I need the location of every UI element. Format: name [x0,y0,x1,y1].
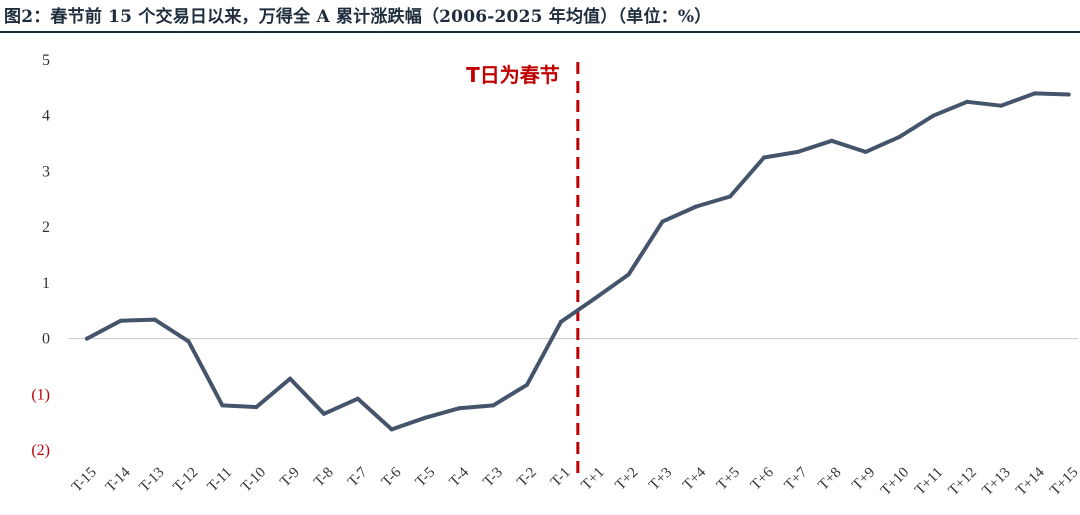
data-point [491,403,496,408]
x-tick-label: T+13 [979,465,1013,499]
data-point [863,149,868,154]
data-point [762,155,766,160]
chart-title: 图2：春节前 15 个交易日以来，万得全 A 累计涨跌幅（2006-2025 年… [4,7,712,27]
x-tick-label: T+9 [849,465,878,494]
x-tick-label: T-10 [238,465,269,496]
x-tick-label: T-15 [69,465,100,496]
x-tick-label: T+7 [782,464,811,493]
y-tick-label: 0 [42,331,50,348]
data-point [288,376,293,381]
x-tick-label: T+1 [578,465,607,494]
data-point [186,339,191,344]
x-tick-label: T-1 [548,465,574,491]
x-tick-label: T-7 [345,464,371,490]
data-point [118,318,123,323]
y-tick-label: 1 [42,275,50,292]
series-line [85,91,1071,432]
data-point [626,272,631,277]
x-tick-label: T+2 [612,465,641,494]
x-tick-label: T+14 [1013,464,1048,499]
data-point [1032,91,1037,96]
data-point [965,99,970,104]
x-tick-label: T-11 [205,465,236,496]
spring-festival-label: T日为春节 [466,63,560,87]
y-tick-label: 3 [42,163,50,180]
x-tick-label: T-6 [379,464,405,490]
x-tick-label: T-4 [447,464,473,490]
x-tick-label: T-13 [137,465,168,496]
x-tick-label: T+11 [912,465,946,499]
data-point [694,204,699,209]
x-tick-label: T-14 [103,464,134,495]
data-point [829,138,834,143]
x-tick-label: T+15 [1047,465,1080,499]
y-tick-label: 2 [42,219,50,236]
x-tick-label: T-2 [514,465,540,491]
data-point [558,319,563,324]
data-point [795,149,800,154]
x-tick-label: T+4 [680,464,709,493]
x-tick-label: T+6 [748,464,777,493]
y-tick-label: 4 [42,108,50,125]
x-tick-label: T+12 [946,465,980,499]
x-tick-label: T+8 [815,465,844,494]
data-point [728,194,733,199]
x-tick-label: T+10 [878,465,912,499]
x-tick-label: T-8 [311,465,337,491]
data-point [220,403,225,408]
x-tick-label: T+5 [714,465,743,494]
data-point [321,411,326,416]
x-tick-label: T-12 [170,465,201,496]
data-point [525,382,530,387]
data-point [457,406,462,411]
data-point [998,103,1003,108]
data-point [254,405,259,410]
data-point [85,336,89,341]
data-point [660,219,665,224]
y-axis: (2) (1) 0 1 2 3 4 5 [31,52,50,459]
y-tick-label: (2) [31,442,50,459]
data-point [931,113,936,118]
x-tick-label: T-9 [277,465,303,491]
data-point [389,427,394,432]
title-rule [0,31,1080,33]
data-point [1066,92,1071,97]
data-point [592,296,597,301]
x-tick-label: T+3 [646,465,675,494]
y-tick-label: 5 [42,52,50,69]
x-axis: T-15 T-14 T-13 T-12 T-11 T-10 T-9 T-8 T-7 T-6 T-5 T… [69,464,1080,499]
y-tick-label: (1) [31,386,50,403]
series-group [85,91,1071,432]
x-tick-label: T-5 [413,465,439,491]
data-point [423,415,428,420]
data-point [897,134,902,139]
data-point [152,317,157,322]
data-point [355,396,360,401]
x-tick-label: T-3 [480,465,506,491]
